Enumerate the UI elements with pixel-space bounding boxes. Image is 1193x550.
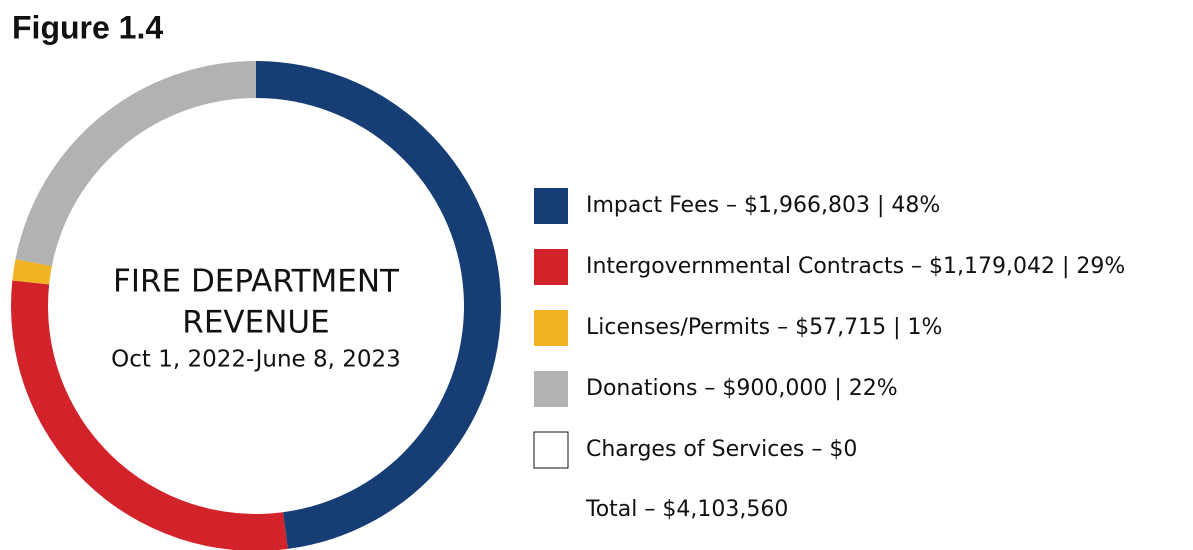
legend-swatch	[534, 249, 568, 285]
chart-title: FIRE DEPARTMENT	[113, 264, 400, 300]
donut-segment	[15, 61, 257, 267]
donut-segment	[11, 280, 288, 550]
legend-label: Licenses/Permits – $57,715 | 1%	[586, 315, 942, 340]
total-label: Total – $4,103,560	[585, 497, 788, 522]
chart-title: REVENUE	[182, 305, 329, 341]
legend-label: Impact Fees – $1,966,803 | 48%	[586, 193, 940, 218]
legend-swatch	[534, 188, 568, 224]
legend-label: Charges of Services – $0	[586, 437, 857, 462]
chart-subtitle: Oct 1, 2022-June 8, 2023	[111, 347, 401, 373]
donut-segment	[256, 61, 501, 549]
legend-swatch	[533, 431, 569, 469]
donut-segment	[12, 259, 52, 285]
legend-swatch	[534, 371, 568, 407]
legend-swatch	[534, 310, 568, 346]
legend-label: Intergovernmental Contracts – $1,179,042…	[586, 254, 1125, 279]
figure-label: Figure 1.4	[12, 9, 163, 45]
legend-label: Donations – $900,000 | 22%	[586, 376, 898, 401]
